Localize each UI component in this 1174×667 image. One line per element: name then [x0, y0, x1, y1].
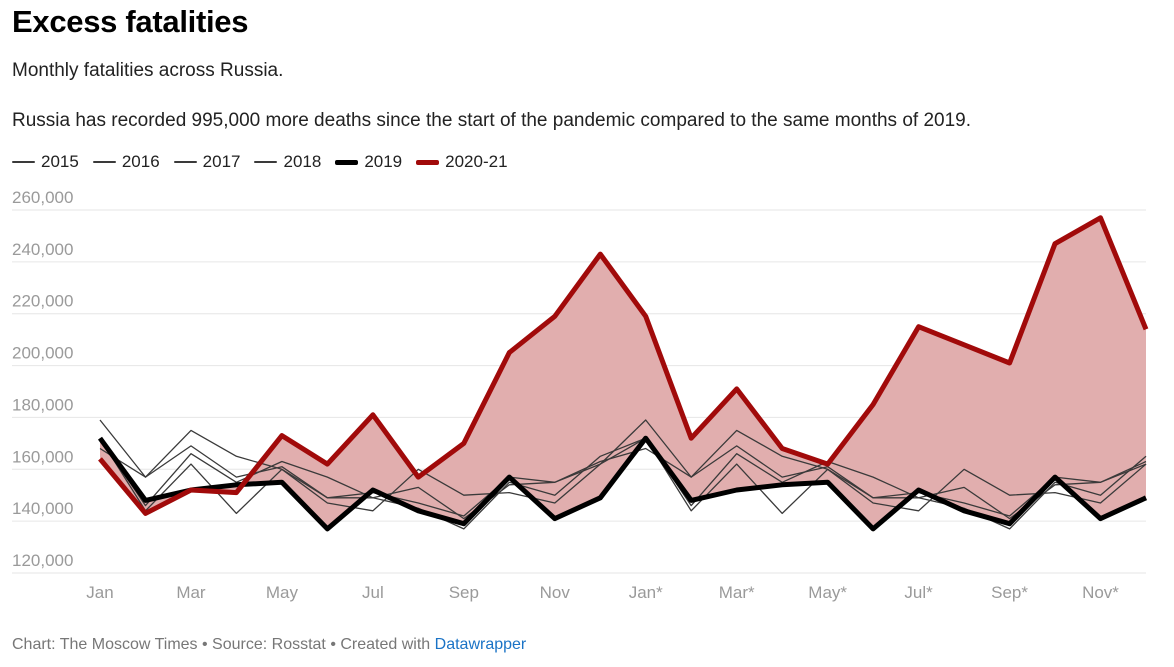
- legend-label: 2015: [41, 152, 79, 171]
- legend-label: 2019: [364, 152, 403, 171]
- x-tick-label: Jan*: [629, 583, 663, 602]
- x-tick-label: Jul: [362, 583, 384, 602]
- datawrapper-link[interactable]: Datawrapper: [434, 636, 527, 653]
- x-tick-label: Nov: [540, 583, 571, 602]
- x-tick-label: Nov*: [1082, 583, 1119, 602]
- chart-credit: Chart: The Moscow Times: [12, 636, 198, 653]
- legend: 2015 2016 2017 2018 2019 2020-21: [12, 152, 522, 172]
- chart-subtitle: Monthly fatalities across Russia.: [12, 60, 284, 81]
- series-line-2016: [99, 445, 1147, 520]
- excess-area: [100, 217, 1146, 529]
- legend-label: 2020-21: [445, 152, 508, 171]
- x-tick-label: May: [266, 583, 299, 602]
- legend-label: 2017: [202, 152, 241, 171]
- x-tick-label: Mar: [176, 583, 206, 602]
- y-tick-label: 260,000: [12, 190, 73, 207]
- x-tick-label: May*: [808, 583, 847, 602]
- legend-swatch: [12, 161, 35, 163]
- legend-swatch: [92, 161, 116, 163]
- legend-item-2016: 2016: [92, 152, 160, 172]
- legend-item-2017: 2017: [173, 152, 241, 172]
- line-chart: 120,000 140,000 160,000 180,000 200,000 220,0…: [12, 190, 1149, 602]
- series-line-2020-21: [98, 215, 1149, 516]
- legend-item-2018: 2018: [254, 152, 321, 172]
- legend-item-2020-21: 2020-21: [416, 152, 508, 172]
- series-line-2019: [97, 435, 1148, 532]
- footer-separator-2: •: [325, 636, 341, 653]
- created-with-text: Created with: [340, 636, 431, 653]
- legend-swatch: [254, 161, 278, 163]
- y-tick-label: 240,000: [12, 240, 73, 259]
- legend-item-2019: 2019: [335, 152, 402, 172]
- footer-separator: •: [197, 636, 213, 653]
- legend-swatch: [416, 159, 440, 165]
- series-line-2018: [99, 437, 1147, 515]
- chart-title: Excess fatalities: [12, 4, 249, 39]
- series-line-2015: [99, 419, 1147, 517]
- x-tick-label: Sep*: [991, 583, 1028, 602]
- x-tick-label: Jan: [86, 583, 113, 602]
- x-tick-label: Sep: [449, 583, 479, 602]
- y-tick-label: 200,000: [12, 344, 73, 363]
- x-tick-label: Mar*: [719, 583, 755, 602]
- legend-label: 2018: [283, 152, 322, 171]
- y-tick-label: 180,000: [12, 395, 73, 414]
- y-tick-label: 220,000: [12, 292, 73, 311]
- y-tick-label: 120,000: [12, 551, 73, 570]
- chart-footer: Chart: The Moscow Times • Source: Rossta…: [12, 636, 526, 654]
- legend-item-2015: 2015: [12, 152, 79, 172]
- legend-label: 2016: [121, 152, 160, 171]
- y-tick-label: 160,000: [12, 447, 73, 466]
- y-tick-label: 140,000: [12, 499, 73, 518]
- legend-swatch: [173, 161, 197, 163]
- x-tick-label: Jul*: [904, 583, 933, 602]
- source-credit: Source: Rosstat: [212, 636, 326, 653]
- legend-swatch: [335, 159, 359, 165]
- chart-description: Russia has recorded 995,000 more deaths …: [12, 110, 971, 131]
